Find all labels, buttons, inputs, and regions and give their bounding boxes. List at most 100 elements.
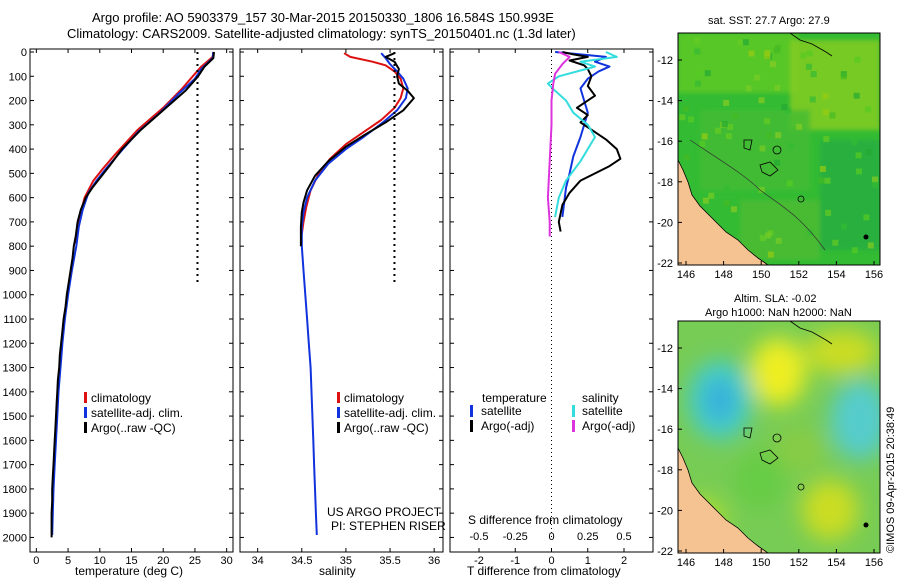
series-line-argo-raw-qc — [299, 52, 415, 247]
sst-pixel — [855, 152, 862, 159]
legend-swatch-satellite — [337, 407, 340, 418]
lon-tick-label: 156 — [865, 557, 883, 569]
depth-tick-label: 1400 — [3, 387, 27, 399]
lat-tick-label: -22 — [657, 546, 673, 558]
depth-tick-label: 900 — [9, 265, 27, 277]
sst-pixel — [694, 48, 701, 55]
depth-tick-label: 2000 — [3, 532, 27, 544]
sst-pixel — [781, 104, 788, 111]
t-difference-axis: -2 -1 0 1 2 — [474, 49, 627, 567]
sst-pixel — [745, 85, 752, 92]
coastline — [678, 447, 769, 553]
depth-tick-label: 200 — [9, 96, 27, 108]
lon-tick-label: 146 — [677, 269, 695, 281]
sla-map-title-line-1: Altim. SLA: -0.02 — [734, 293, 817, 305]
legend-swatch-s-argo — [572, 420, 575, 432]
pi-credit: PI: STEPHEN RISER — [331, 519, 446, 533]
x-tick-label: 36 — [428, 555, 440, 567]
sst-pixel — [822, 109, 829, 116]
reef-island — [797, 483, 805, 491]
depth-tick-label: 1100 — [3, 314, 27, 326]
legend-header-temperature: temperature — [482, 391, 547, 405]
sst-pixel — [818, 177, 825, 184]
sst-pixels — [679, 37, 879, 258]
x-tick-label: 0 — [548, 555, 554, 567]
legend-swatch-t-argo — [470, 420, 473, 432]
lon-tick-label: 154 — [827, 557, 845, 569]
sst-pixel — [759, 145, 766, 152]
sst-pixel — [810, 71, 817, 78]
depth-tick-label: 800 — [9, 241, 27, 253]
lat-tick-label: -16 — [657, 136, 673, 148]
sst-pixel — [800, 52, 807, 59]
sst-pixel — [851, 247, 858, 254]
legend-header-salinity: salinity — [582, 391, 619, 405]
lat-tick-label: -20 — [657, 505, 673, 517]
sst-pixel — [758, 186, 765, 193]
lon-tick-label: 150 — [752, 557, 770, 569]
depth-tick-label: 500 — [9, 168, 27, 180]
salinity-profile-panel: 34 34.5 35 35.5 36 salinity climatology sate… — [239, 48, 446, 578]
sst-pixel — [699, 141, 706, 148]
temperature-profile-panel: 0100200300400500600700800900100011001200… — [3, 47, 234, 578]
legend-label-t-satellite: satellite — [481, 404, 522, 418]
lon-tick-label: 156 — [865, 269, 883, 281]
series-line-argo-raw-qc — [50, 51, 215, 538]
legend-label-argo: Argo(..raw -QC) — [91, 421, 176, 435]
depth-tick-label: 1300 — [3, 363, 27, 375]
lon-tick-label: 148 — [714, 269, 732, 281]
sst-pixel — [807, 229, 814, 236]
depth-tick-label: 1900 — [3, 508, 27, 520]
sst-pixel — [704, 70, 711, 77]
salinity-axis-label: salinity — [319, 564, 356, 578]
lon-tick-label: 154 — [827, 269, 845, 281]
sst-pixel — [825, 209, 832, 216]
depth-ticks — [240, 51, 443, 538]
difference-profile-panel: -2 -1 0 1 2 -0.5 -0.25 0 0.25 0.5 S difference f… — [449, 48, 654, 578]
sst-pixel — [683, 154, 690, 161]
sst-pixel — [823, 136, 830, 143]
reef-outline — [743, 139, 753, 151]
sst-pixel — [851, 139, 858, 146]
lat-tick-label: -16 — [657, 424, 673, 436]
sst-pixel — [785, 107, 792, 114]
difference-series — [546, 51, 622, 538]
sst-pixel — [871, 133, 878, 140]
x-tick-label: 35.5 — [379, 555, 400, 567]
depth-tick-label: 1200 — [3, 338, 27, 350]
reef-outline — [759, 449, 779, 465]
lat-tick-label: -18 — [657, 177, 673, 189]
depth-tick-label: 0 — [21, 47, 27, 59]
sst-pixel — [840, 73, 847, 80]
x-tick-label: 0 — [33, 555, 39, 567]
s-difference-axis: -0.5-0.2500.250.5 — [470, 531, 632, 543]
lat-tick-label: -14 — [657, 384, 673, 396]
legend-label-satellite: satellite-adj. clim. — [344, 406, 436, 420]
legend-label-argo: Argo(..raw -QC) — [344, 421, 429, 435]
sst-pixel — [872, 176, 879, 183]
series-line-argo-adj — [546, 51, 571, 237]
sst-pixel — [854, 56, 861, 63]
sla-texture — [678, 330, 880, 544]
reef-island — [797, 195, 805, 203]
depth-tick-label: 100 — [9, 71, 27, 83]
x-tick-label: 34.5 — [291, 555, 312, 567]
reef-island — [772, 145, 782, 155]
sst-map-frame — [677, 32, 881, 266]
sst-pixel — [694, 37, 701, 44]
reef-contour — [689, 139, 826, 251]
depth-ticks — [450, 51, 653, 538]
depth-tick-label: 1500 — [3, 411, 27, 423]
sst-pixel — [694, 69, 701, 76]
sst-pixel — [764, 118, 771, 125]
legend-swatch-t-satellite — [470, 405, 473, 417]
x-tick-label: 15 — [125, 555, 137, 567]
lon-tick-label: 148 — [714, 557, 732, 569]
sst-pixel — [769, 61, 776, 68]
argo-position-marker — [863, 522, 869, 528]
panel-frame — [239, 48, 444, 553]
depth-tick-label: 1600 — [3, 435, 27, 447]
legend-label-climatology: climatology — [91, 391, 151, 405]
depth-tick-label: 1000 — [3, 290, 27, 302]
lat-tick-label: -12 — [657, 55, 673, 67]
